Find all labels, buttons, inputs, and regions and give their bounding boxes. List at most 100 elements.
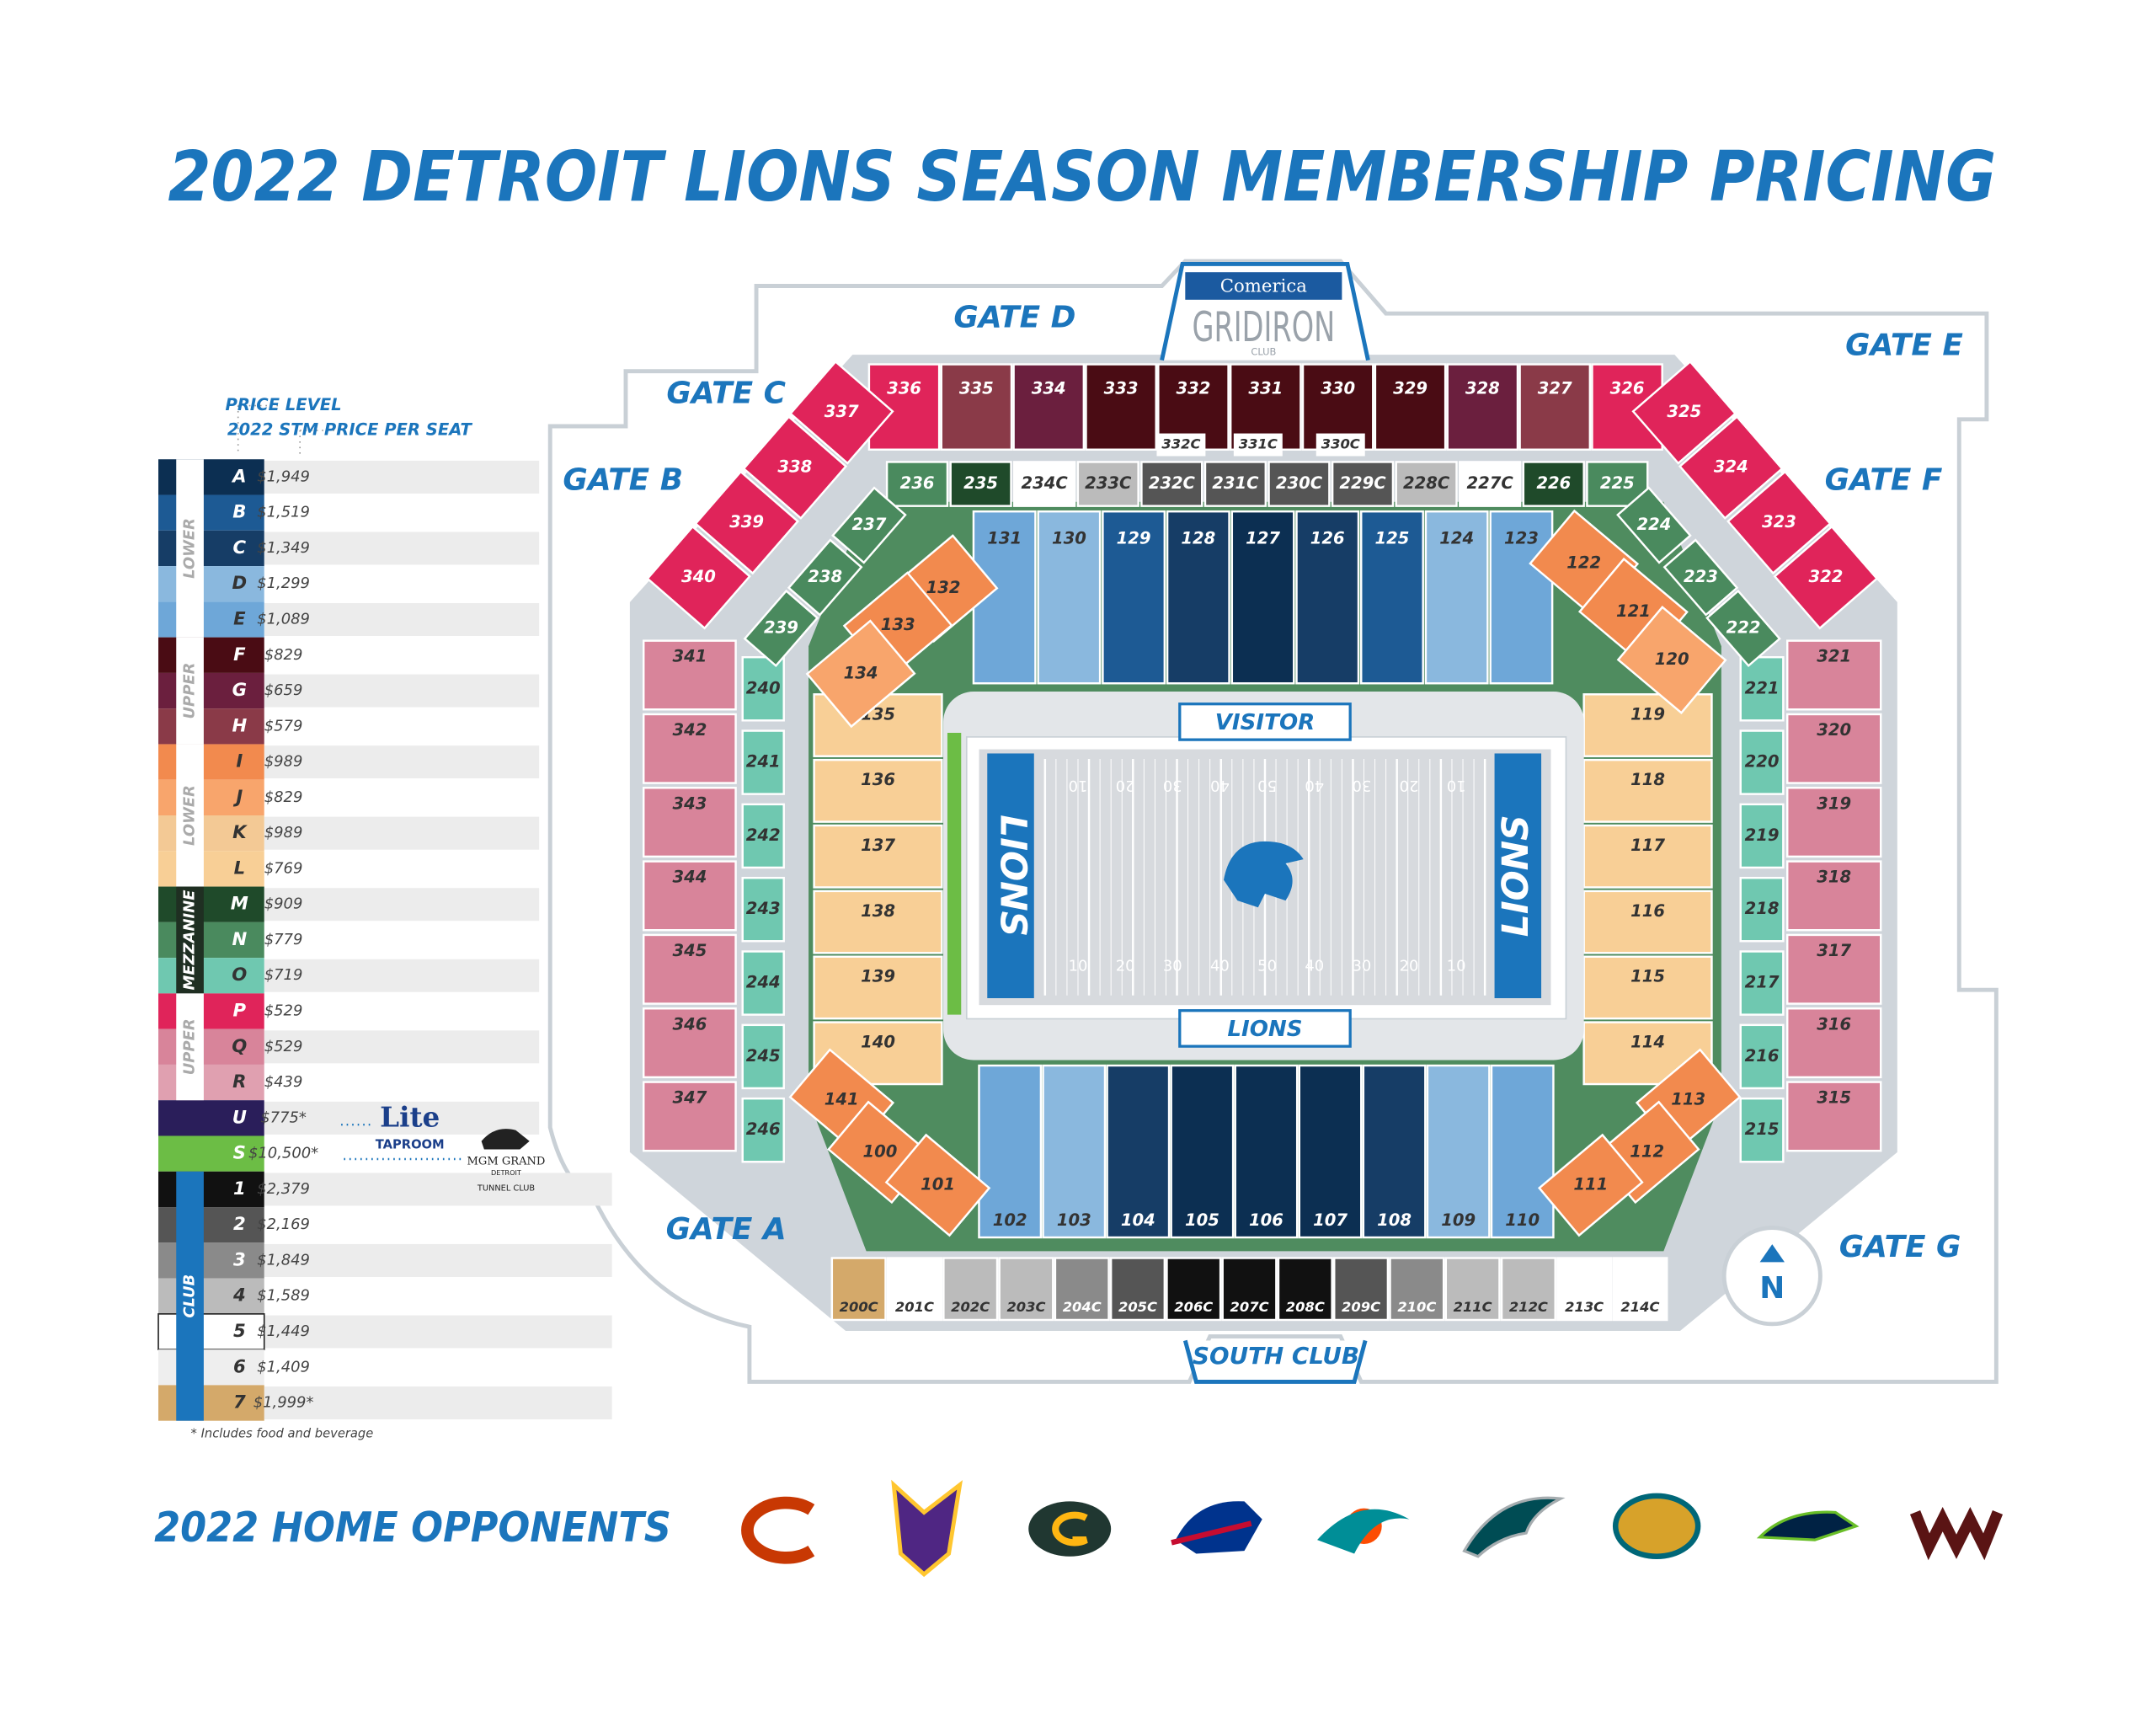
mgm-label: MGM GRAND xyxy=(467,1156,546,1168)
level-swatch xyxy=(158,815,264,852)
row-background xyxy=(264,602,540,636)
level-letter: 5 xyxy=(233,1321,246,1342)
section-label: 222 xyxy=(1726,617,1761,637)
level-swatch xyxy=(158,601,264,638)
price: $439 xyxy=(264,1073,303,1091)
section xyxy=(805,619,916,729)
level-letter: 1 xyxy=(233,1178,246,1199)
price: $1,409 xyxy=(257,1358,310,1376)
price: $1,449 xyxy=(257,1322,310,1340)
section-label: 322 xyxy=(1809,567,1844,586)
yard-number: 40 xyxy=(1305,777,1324,794)
section-label: 237 xyxy=(851,515,886,534)
section xyxy=(1106,1064,1171,1239)
section-label: 209C xyxy=(1342,1299,1380,1315)
level-swatch xyxy=(158,1207,264,1243)
price: $579 xyxy=(264,717,303,735)
section xyxy=(1582,824,1713,889)
section xyxy=(1489,510,1554,685)
section xyxy=(1662,538,1739,617)
section xyxy=(1140,461,1203,507)
price: $1,349 xyxy=(257,539,310,557)
yard-number: 40 xyxy=(1210,957,1230,975)
home-label: LIONS xyxy=(1227,1017,1302,1042)
price: $775* xyxy=(260,1109,307,1126)
section xyxy=(998,1257,1054,1322)
section-label: 115 xyxy=(1630,967,1665,986)
section xyxy=(1109,1257,1166,1322)
section-label: 347 xyxy=(672,1088,707,1108)
section-label: 233C xyxy=(1085,473,1132,493)
section-label: 104 xyxy=(1121,1210,1155,1230)
section xyxy=(942,1257,999,1322)
section-label: 243 xyxy=(746,899,781,918)
section-label: 141 xyxy=(825,1089,859,1109)
section-label: 227C xyxy=(1467,473,1514,493)
group-bar xyxy=(176,886,204,994)
section xyxy=(1395,461,1458,507)
row-background xyxy=(264,888,540,922)
level-letter: O xyxy=(232,964,247,986)
yard-number: 30 xyxy=(1352,957,1371,975)
section xyxy=(1739,950,1785,1016)
section xyxy=(741,803,785,869)
section-label: 234C xyxy=(1022,473,1069,493)
level-letter: H xyxy=(232,715,247,736)
section xyxy=(949,461,1012,507)
yard-number: 20 xyxy=(1116,777,1135,794)
section xyxy=(831,486,907,564)
price: $529 xyxy=(264,1038,303,1055)
section xyxy=(1459,461,1522,507)
price: $1,589 xyxy=(257,1287,310,1305)
yard-number: 20 xyxy=(1116,957,1135,975)
section xyxy=(1277,1257,1333,1322)
level-swatch xyxy=(158,708,264,745)
section xyxy=(1221,1257,1278,1322)
level-swatch xyxy=(158,1349,264,1386)
section xyxy=(1042,1064,1107,1239)
section-label: 231C xyxy=(1212,473,1259,493)
section-label: 235 xyxy=(963,473,998,493)
price: $829 xyxy=(264,788,303,806)
section-label: 120 xyxy=(1655,649,1689,669)
price: $2,169 xyxy=(257,1215,310,1233)
section xyxy=(885,461,949,507)
section xyxy=(642,933,737,1005)
price-header: 2022 STM PRICE PER SEAT xyxy=(227,419,473,439)
row-background xyxy=(264,1173,612,1206)
section-label: 332C xyxy=(1161,436,1200,452)
yard-number: 30 xyxy=(1163,957,1182,975)
price: $2,379 xyxy=(257,1180,310,1198)
gridiron-club-label: CLUB xyxy=(1251,345,1276,357)
section-label: 112 xyxy=(1630,1141,1664,1161)
section-label: 240 xyxy=(746,678,781,697)
section-label: 344 xyxy=(672,868,707,887)
section-label: 338 xyxy=(777,457,812,476)
level-letter: 6 xyxy=(233,1356,246,1377)
title: 2022 DETROIT LIONS SEASON MEMBERSHIP PRI… xyxy=(168,137,1996,217)
yard-number: 50 xyxy=(1257,777,1277,794)
section xyxy=(1012,363,1086,451)
legend: PRICE LEVEL 2022 STM PRICE PER SEAT A $1,94… xyxy=(157,395,612,1440)
group-bar xyxy=(176,1171,204,1421)
mgm-city: DETROIT xyxy=(491,1168,521,1177)
section-label: 200C xyxy=(840,1299,878,1315)
section xyxy=(741,655,785,722)
endzone xyxy=(1494,753,1542,999)
section xyxy=(1315,433,1365,457)
bills-stripe xyxy=(1171,1520,1252,1546)
level-swatch xyxy=(158,1100,264,1136)
level-swatch xyxy=(158,744,264,780)
section-label: 212C xyxy=(1509,1299,1548,1315)
section-label: 239 xyxy=(764,617,798,637)
section xyxy=(1426,1064,1491,1239)
section-label: 316 xyxy=(1817,1014,1851,1034)
seahawks-logo xyxy=(1756,1510,1860,1541)
section xyxy=(813,824,943,889)
level-swatch xyxy=(158,993,264,1029)
section xyxy=(642,1007,737,1079)
level-swatch xyxy=(158,1385,264,1421)
packers-g xyxy=(1052,1511,1088,1547)
section-label: 327 xyxy=(1538,378,1572,398)
price: $989 xyxy=(264,824,303,841)
